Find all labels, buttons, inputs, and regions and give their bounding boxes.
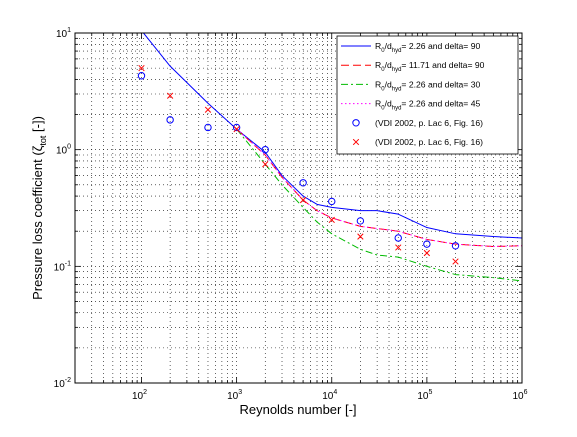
y-tick-label: 10-1 bbox=[54, 260, 71, 273]
plot-frame bbox=[74, 32, 523, 384]
data-point-circle bbox=[204, 123, 212, 132]
legend-entry: R0/dhyd= 2.26 and delta= 30 bbox=[341, 79, 480, 92]
y-axis-label: Pressure loss coefficient (ζtot [-]) bbox=[30, 116, 48, 300]
series-5 bbox=[137, 72, 460, 250]
legend: R0/dhyd= 2.26 and delta= 90 R0/dhyd= 11.7… bbox=[336, 35, 519, 155]
data-point-cross bbox=[357, 233, 364, 240]
series-line bbox=[236, 128, 522, 247]
legend-entry: R0/dhyd= 2.26 and delta= 90 bbox=[341, 41, 480, 54]
data-point-cross bbox=[166, 92, 174, 99]
legend-entry: R0/dhyd= 11.71 and delta= 90 bbox=[341, 60, 485, 73]
series-line bbox=[142, 33, 522, 239]
data-point-circle bbox=[232, 123, 241, 132]
data-point-cross bbox=[262, 161, 269, 168]
data-point-circle bbox=[356, 217, 365, 225]
x-tick-label: 104 bbox=[322, 389, 337, 402]
legend-label: R0/dhyd= 2.26 and delta= 90 bbox=[375, 41, 480, 54]
data-point-circle bbox=[451, 242, 460, 250]
legend-label: R0/dhyd= 2.26 and delta= 30 bbox=[375, 79, 480, 92]
data-point-cross bbox=[452, 258, 459, 265]
legend-entry: R0/dhyd= 2.26 and delta= 45 bbox=[341, 99, 480, 112]
data-point-circle bbox=[137, 72, 146, 80]
y-tick-label: 10-2 bbox=[54, 377, 71, 390]
data-point-cross bbox=[395, 244, 402, 251]
x-tick-labels: 102 103 104 105 106 bbox=[132, 389, 528, 402]
y-tick-label: 101 bbox=[56, 27, 71, 40]
data-point-circle bbox=[394, 234, 402, 242]
legend-marker bbox=[352, 138, 360, 146]
data-point-cross bbox=[138, 64, 145, 72]
data-point-cross bbox=[299, 196, 307, 204]
series-3 bbox=[236, 128, 522, 282]
y-tick-label: 100 bbox=[56, 144, 71, 157]
series-4 bbox=[236, 128, 522, 247]
data-point-cross bbox=[204, 106, 212, 113]
data-point-circle bbox=[166, 116, 174, 124]
data-point-cross bbox=[328, 216, 335, 224]
legend-box bbox=[336, 35, 519, 155]
legend-label: (VDI 2002, p. Lac 6, Fig. 16) bbox=[375, 118, 483, 128]
legend-marker bbox=[352, 119, 360, 127]
x-tick-label: 103 bbox=[227, 389, 242, 402]
legend-entry: (VDI 2002, p. Lac 6, Fig. 16) bbox=[352, 137, 483, 147]
series-line bbox=[236, 128, 522, 282]
data-point-circle bbox=[328, 197, 336, 206]
legend-label: R0/dhyd= 2.26 and delta= 45 bbox=[375, 99, 480, 112]
series-layer bbox=[137, 33, 522, 282]
data-point-circle bbox=[423, 240, 431, 248]
legend-label: R0/dhyd= 11.71 and delta= 90 bbox=[375, 60, 485, 73]
data-point-circle bbox=[299, 179, 307, 187]
data-point-circle bbox=[261, 145, 269, 154]
data-point-cross bbox=[233, 125, 240, 133]
series-6 bbox=[138, 64, 459, 265]
y-tick-labels: 10-2 10-1 100 101 bbox=[54, 27, 71, 390]
legend-entry: (VDI 2002, p. Lac 6, Fig. 16) bbox=[352, 118, 483, 128]
x-tick-label: 105 bbox=[417, 389, 432, 402]
x-tick-label: 106 bbox=[512, 389, 527, 402]
legend-entries: R0/dhyd= 2.26 and delta= 90 R0/dhyd= 11.7… bbox=[341, 41, 485, 147]
series-1 bbox=[142, 33, 522, 239]
x-axis-label: Reynolds number [-] bbox=[239, 402, 356, 417]
legend-label: (VDI 2002, p. Lac 6, Fig. 16) bbox=[375, 137, 483, 147]
x-tick-label: 102 bbox=[132, 389, 147, 402]
data-point-cross bbox=[423, 249, 431, 257]
